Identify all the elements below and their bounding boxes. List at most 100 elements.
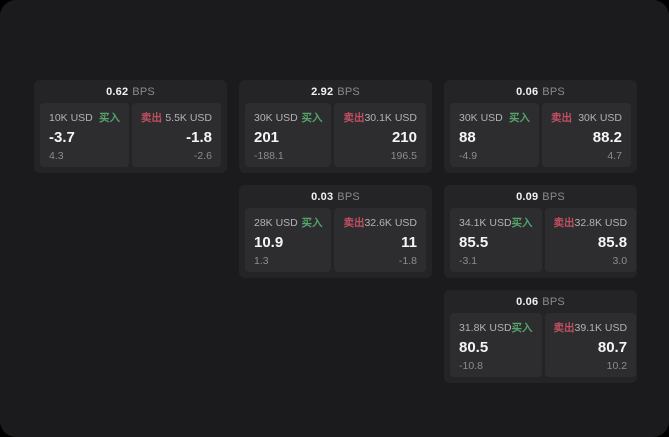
sell-amount: 30.1K USD	[364, 111, 417, 124]
buy-tile-header: 30K USD 买入	[254, 110, 322, 125]
quote-panels: 31.8K USD 买入 80.5 -10.8 卖出 39.1K USD 80.…	[444, 313, 637, 377]
sell-amount: 39.1K USD	[574, 321, 628, 334]
buy-tile[interactable]: 31.8K USD 买入 80.5 -10.8	[450, 313, 542, 377]
sell-delta: -2.6	[193, 149, 212, 162]
buy-label: 买入	[301, 112, 323, 124]
buy-price: 201	[254, 129, 280, 147]
sell-price: -1.8	[186, 129, 212, 147]
sell-label: 卖出	[141, 112, 162, 124]
bps-value: 0.03	[311, 190, 334, 203]
sell-price: 80.7	[597, 339, 628, 357]
sell-delta: 3.0	[612, 254, 628, 267]
quote-card: 2.92 BPS 30K USD 买入 201 -188.1 卖出 30.1K …	[239, 80, 432, 173]
quote-card: 0.03 BPS 28K USD 买入 10.9 1.3 卖出 32.6K US…	[239, 185, 432, 278]
buy-price: 88	[459, 129, 476, 147]
sell-tile[interactable]: 卖出 39.1K USD 80.7 10.2	[544, 313, 637, 377]
quote-card: 0.06 BPS 30K USD 买入 88 -4.9 卖出 30K USD 8…	[444, 80, 637, 173]
buy-amount: 10K USD	[49, 111, 93, 124]
card-header: 0.09 BPS	[444, 185, 637, 208]
sell-tile-header: 卖出 32.6K USD	[343, 215, 417, 230]
buy-tile-header: 30K USD 买入	[459, 110, 530, 125]
quote-panels: 10K USD 买入 -3.7 4.3 卖出 5.5K USD -1.8 -2.…	[34, 103, 227, 167]
buy-delta: -188.1	[254, 149, 284, 162]
sell-amount: 32.6K USD	[364, 216, 417, 229]
buy-price: -3.7	[49, 129, 75, 147]
buy-tile[interactable]: 28K USD 买入 10.9 1.3	[245, 208, 332, 272]
buy-amount: 34.1K USD	[459, 216, 512, 229]
buy-label: 买入	[511, 217, 533, 229]
sell-delta: 196.5	[390, 149, 417, 162]
sell-amount: 32.8K USD	[574, 216, 628, 229]
buy-label: 买入	[511, 322, 533, 334]
bps-value: 0.06	[516, 295, 539, 308]
buy-tile-header: 31.8K USD 买入	[459, 320, 533, 335]
card-header: 0.06 BPS	[444, 80, 637, 103]
buy-tile[interactable]: 30K USD 买入 201 -188.1	[245, 103, 332, 167]
sell-tile[interactable]: 卖出 5.5K USD -1.8 -2.6	[132, 103, 221, 167]
sell-tile[interactable]: 卖出 32.8K USD 85.8 3.0	[544, 208, 637, 272]
sell-price: 88.2	[592, 129, 622, 147]
bps-unit-label: BPS	[542, 295, 565, 308]
buy-amount: 30K USD	[254, 111, 298, 124]
buy-tile-header: 10K USD 买入	[49, 110, 120, 125]
sell-price: 210	[391, 129, 417, 147]
buy-delta: 4.3	[49, 149, 64, 162]
sell-delta: 10.2	[606, 359, 628, 372]
sell-price: 11	[401, 234, 417, 252]
bps-unit-label: BPS	[337, 190, 360, 203]
sell-tile-header: 卖出 32.8K USD	[554, 215, 628, 230]
sell-delta: -1.8	[398, 254, 417, 267]
quote-panels: 28K USD 买入 10.9 1.3 卖出 32.6K USD 11 -1.8	[239, 208, 432, 272]
sell-price: 85.8	[597, 234, 628, 252]
sell-tile-header: 卖出 5.5K USD	[141, 110, 212, 125]
sell-label: 卖出	[343, 112, 365, 124]
quote-card: 0.06 BPS 31.8K USD 买入 80.5 -10.8 卖出 39.1…	[444, 290, 637, 383]
card-header: 0.03 BPS	[239, 185, 432, 208]
buy-label: 买入	[509, 112, 530, 124]
bps-unit-label: BPS	[337, 85, 360, 98]
quote-card: 0.62 BPS 10K USD 买入 -3.7 4.3 卖出 5.5K USD…	[34, 80, 227, 173]
sell-delta: 4.7	[607, 149, 622, 162]
buy-amount: 28K USD	[254, 216, 298, 229]
sell-label: 卖出	[343, 217, 365, 229]
bps-value: 0.06	[516, 85, 539, 98]
buy-delta: -10.8	[459, 359, 483, 372]
card-header: 0.06 BPS	[444, 290, 637, 313]
buy-tile-header: 34.1K USD 买入	[459, 215, 533, 230]
buy-amount: 31.8K USD	[459, 321, 512, 334]
card-header: 0.62 BPS	[34, 80, 227, 103]
sell-tile-header: 卖出 39.1K USD	[554, 320, 628, 335]
card-header: 2.92 BPS	[239, 80, 432, 103]
buy-price: 10.9	[254, 234, 284, 252]
buy-tile[interactable]: 10K USD 买入 -3.7 4.3	[40, 103, 129, 167]
sell-label: 卖出	[551, 112, 572, 124]
buy-price: 85.5	[459, 234, 489, 252]
buy-label: 买入	[99, 112, 120, 124]
bps-value: 0.62	[106, 85, 129, 98]
buy-price: 80.5	[459, 339, 489, 357]
buy-delta: -3.1	[459, 254, 478, 267]
buy-amount: 30K USD	[459, 111, 503, 124]
buy-tile[interactable]: 30K USD 买入 88 -4.9	[450, 103, 539, 167]
buy-delta: 1.3	[254, 254, 269, 267]
buy-tile-header: 28K USD 买入	[254, 215, 322, 230]
quote-panels: 30K USD 买入 88 -4.9 卖出 30K USD 88.2 4.7	[444, 103, 637, 167]
buy-label: 买入	[301, 217, 323, 229]
bps-unit-label: BPS	[132, 85, 155, 98]
sell-tile-header: 卖出 30.1K USD	[343, 110, 417, 125]
bps-value: 0.09	[516, 190, 539, 203]
quote-panels: 34.1K USD 买入 85.5 -3.1 卖出 32.8K USD 85.8…	[444, 208, 637, 272]
sell-tile-header: 卖出 30K USD	[551, 110, 622, 125]
sell-amount: 5.5K USD	[165, 111, 212, 124]
sell-amount: 30K USD	[578, 111, 622, 124]
sell-tile[interactable]: 卖出 32.6K USD 11 -1.8	[334, 208, 426, 272]
quote-panels: 30K USD 买入 201 -188.1 卖出 30.1K USD 210 1…	[239, 103, 432, 167]
sell-tile[interactable]: 卖出 30K USD 88.2 4.7	[542, 103, 631, 167]
bps-unit-label: BPS	[542, 85, 565, 98]
sell-tile[interactable]: 卖出 30.1K USD 210 196.5	[334, 103, 426, 167]
sell-label: 卖出	[553, 322, 575, 334]
buy-tile[interactable]: 34.1K USD 买入 85.5 -3.1	[450, 208, 542, 272]
bps-value: 2.92	[311, 85, 334, 98]
buy-delta: -4.9	[459, 149, 478, 162]
